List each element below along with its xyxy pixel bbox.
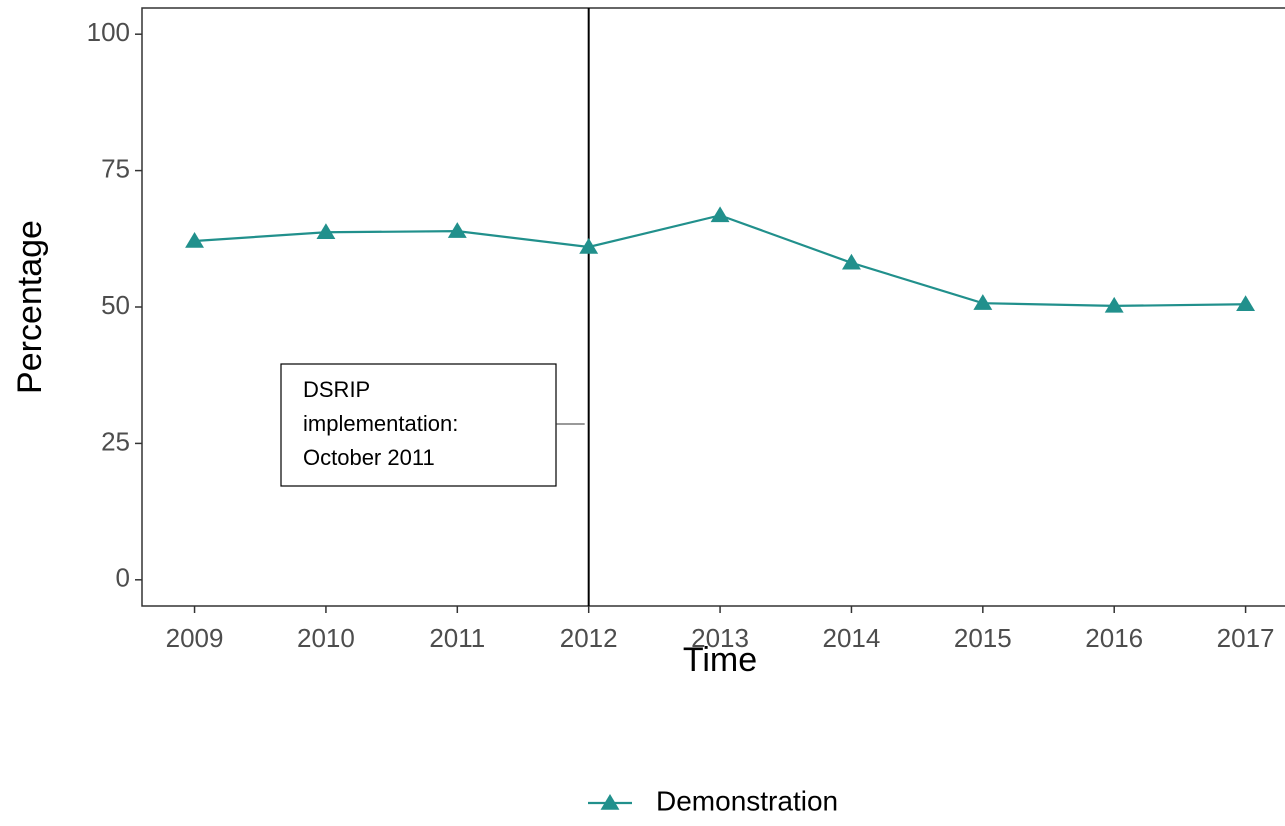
y-tick-label: 50: [101, 290, 130, 320]
point-marker: [973, 294, 993, 310]
point-marker: [841, 253, 861, 270]
annotation-text: October 2011: [303, 445, 435, 470]
y-tick-label: 100: [87, 17, 130, 47]
point-marker: [185, 231, 205, 248]
annotation-text: implementation:: [303, 411, 458, 436]
point-marker: [579, 237, 599, 254]
point-marker: [1236, 295, 1256, 312]
x-tick-label: 2010: [297, 623, 355, 653]
x-tick-label: 2012: [560, 623, 618, 653]
series-line: [194, 214, 1246, 308]
x-tick-label: 2011: [429, 623, 485, 653]
y-tick-label: 25: [101, 426, 130, 456]
point-marker: [316, 223, 336, 239]
y-tick-label: 75: [101, 153, 130, 183]
point-marker: [447, 222, 467, 238]
x-tick-label: 2014: [823, 623, 881, 653]
x-axis-title: Time: [683, 641, 757, 679]
legend-label: Demonstration: [656, 785, 838, 816]
point-marker: [1104, 296, 1124, 313]
point-marker: [710, 206, 730, 223]
annotation-box: [280, 363, 557, 487]
x-tick-label: 2015: [954, 623, 1012, 653]
x-tick-label: 2016: [1085, 623, 1143, 653]
y-axis-title: Percentage: [11, 220, 49, 394]
legend-marker: [600, 794, 620, 810]
x-tick-label: 2013: [691, 623, 749, 653]
x-tick-label: 2009: [166, 623, 224, 653]
y-tick-label: 0: [116, 563, 130, 593]
x-tick-label: 2017: [1217, 623, 1275, 653]
annotation-text: DSRIP: [303, 377, 370, 402]
